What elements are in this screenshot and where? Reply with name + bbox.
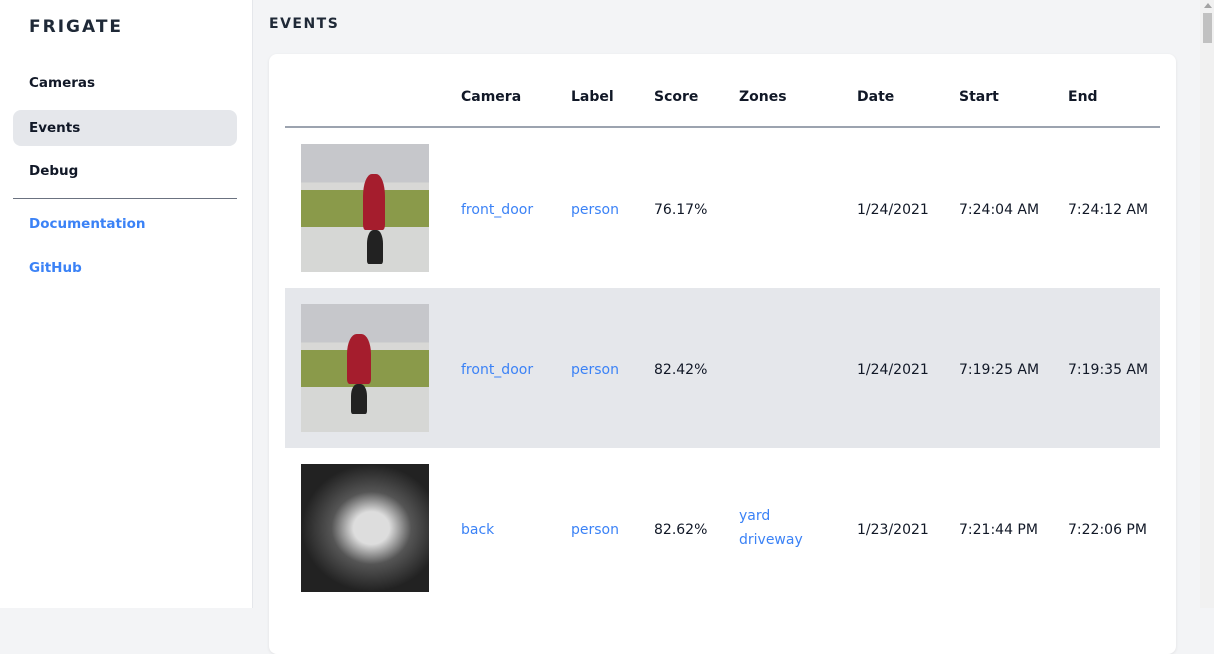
scroll-up-arrow-icon[interactable]	[1204, 3, 1212, 8]
start-time: 7:24:04 AM	[959, 202, 1040, 218]
start-time: 7:21:44 PM	[959, 522, 1038, 538]
score: 76.17%	[654, 202, 708, 218]
date: 1/24/2021	[857, 362, 929, 378]
scrollbar[interactable]	[1200, 0, 1214, 608]
scrollbar-thumb[interactable]	[1203, 13, 1212, 43]
end-time: 7:22:06 PM	[1068, 522, 1147, 538]
app-logo[interactable]: FRIGATE	[29, 17, 124, 37]
camera-link[interactable]: front_door	[461, 362, 534, 378]
zone-link[interactable]: yard	[739, 508, 771, 524]
sidebar-item-events[interactable]: Events	[13, 110, 237, 146]
date: 1/23/2021	[857, 522, 929, 538]
header-score: Score	[654, 89, 699, 105]
start-time: 7:19:25 AM	[959, 362, 1040, 378]
header-date: Date	[857, 89, 895, 105]
date: 1/24/2021	[857, 202, 929, 218]
score: 82.42%	[654, 362, 708, 378]
table-row[interactable]: front_door person 76.17% 1/24/2021 7:24:…	[285, 128, 1160, 288]
page-title: EVENTS	[269, 16, 340, 32]
header-label: Label	[571, 89, 614, 105]
table-row[interactable]: back person 82.62% yard driveway 1/23/20…	[285, 448, 1160, 608]
documentation-link[interactable]: Documentation	[29, 216, 146, 232]
end-time: 7:24:12 AM	[1068, 202, 1149, 218]
header-camera: Camera	[461, 89, 522, 105]
end-time: 7:19:35 AM	[1068, 362, 1149, 378]
github-link[interactable]: GitHub	[29, 260, 82, 276]
zone-link[interactable]: driveway	[739, 532, 803, 548]
sidebar: FRIGATE Cameras Events Debug Documentati…	[0, 0, 253, 608]
header-end: End	[1068, 89, 1098, 105]
score: 82.62%	[654, 522, 708, 538]
label-link[interactable]: person	[571, 362, 619, 378]
header-start: Start	[959, 89, 999, 105]
event-thumbnail[interactable]	[301, 464, 429, 592]
header-zones: Zones	[739, 89, 787, 105]
event-thumbnail[interactable]	[301, 144, 429, 272]
sidebar-item-debug[interactable]: Debug	[29, 163, 79, 179]
event-thumbnail[interactable]	[301, 304, 429, 432]
label-link[interactable]: person	[571, 522, 619, 538]
sidebar-item-cameras[interactable]: Cameras	[29, 75, 96, 91]
sidebar-divider	[13, 198, 237, 199]
table-row[interactable]: front_door person 82.42% 1/24/2021 7:19:…	[285, 288, 1160, 448]
label-link[interactable]: person	[571, 202, 619, 218]
camera-link[interactable]: back	[461, 522, 495, 538]
camera-link[interactable]: front_door	[461, 202, 534, 218]
header-divider	[285, 126, 1160, 128]
